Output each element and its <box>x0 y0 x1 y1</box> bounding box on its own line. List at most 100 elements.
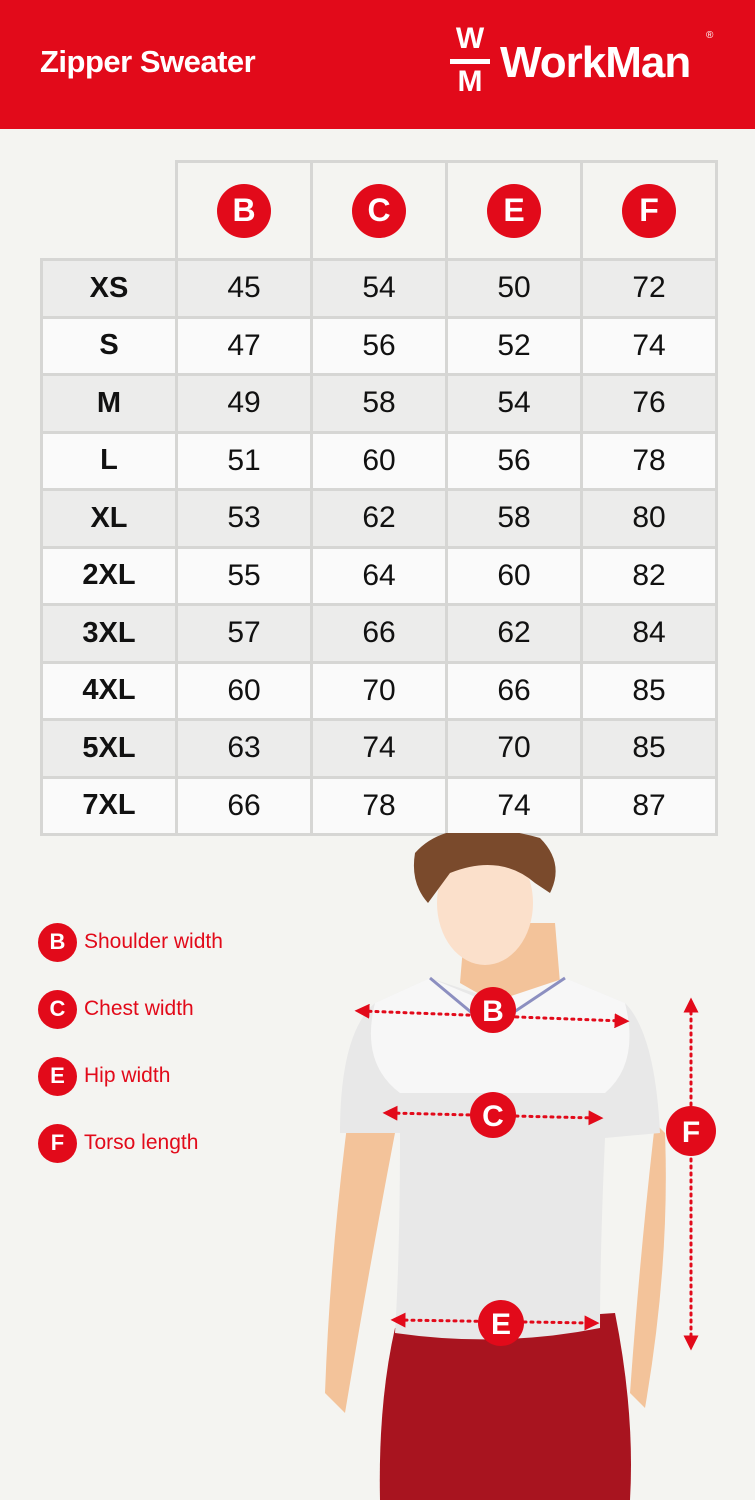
value-cell-e: 62 <box>445 603 583 664</box>
product-title: Zipper Sweater <box>40 44 256 79</box>
value-cell-f: 76 <box>580 373 718 434</box>
value-cell-e: 66 <box>445 660 583 721</box>
legend-badge: C <box>38 989 77 1029</box>
marker-c: C <box>470 1092 516 1138</box>
value-cell-c: 74 <box>310 718 448 779</box>
value-cell-f: 84 <box>580 603 718 664</box>
value-cell-f: 85 <box>580 660 718 721</box>
value-cell-b: 47 <box>175 315 313 376</box>
marker-f-label: F <box>682 1116 700 1149</box>
column-header-b: B <box>175 160 313 261</box>
value-cell-c: 54 <box>310 258 448 319</box>
table-row: XS 45 54 50 72 <box>40 258 718 319</box>
marker-e: E <box>478 1300 524 1346</box>
legend-item: E Hip width <box>38 1056 223 1096</box>
table-row: XL 53 62 58 80 <box>40 488 718 549</box>
value-cell-b: 49 <box>175 373 313 434</box>
registered-mark: ® <box>706 30 714 41</box>
brand-name: WorkMan <box>500 38 691 87</box>
value-cell-f: 72 <box>580 258 718 319</box>
value-cell-e: 74 <box>445 775 583 836</box>
table-row: 7XL 66 78 74 87 <box>40 775 718 836</box>
table-row: L 51 60 56 78 <box>40 430 718 491</box>
marker-b: B <box>470 987 516 1033</box>
badge-e: E <box>487 183 541 238</box>
value-cell-e: 52 <box>445 315 583 376</box>
value-cell-b: 45 <box>175 258 313 319</box>
badge-b: B <box>217 183 271 238</box>
column-header-f: F <box>580 160 718 261</box>
measurement-legend: B Shoulder width C Chest width E Hip width … <box>38 922 223 1190</box>
table-row: S 47 56 52 74 <box>40 315 718 376</box>
chest-arrow <box>382 1105 604 1126</box>
value-cell-f: 87 <box>580 775 718 836</box>
value-cell-e: 50 <box>445 258 583 319</box>
value-cell-e: 56 <box>445 430 583 491</box>
marker-f: F <box>666 1106 716 1156</box>
logo-mark: W M <box>448 22 492 100</box>
column-header-c: C <box>310 160 448 261</box>
value-cell-c: 58 <box>310 373 448 434</box>
table-row: 2XL 55 64 60 82 <box>40 545 718 606</box>
table-row: 3XL 57 66 62 84 <box>40 603 718 664</box>
shoulder-arrow <box>354 1003 630 1029</box>
size-cell: 3XL <box>40 603 178 664</box>
value-cell-f: 80 <box>580 488 718 549</box>
legend-badge: B <box>38 922 77 962</box>
badge-c: C <box>352 183 406 238</box>
value-cell-c: 56 <box>310 315 448 376</box>
value-cell-e: 58 <box>445 488 583 549</box>
size-cell: 4XL <box>40 660 178 721</box>
value-cell-c: 66 <box>310 603 448 664</box>
value-cell-c: 78 <box>310 775 448 836</box>
header-banner: Zipper Sweater W M WorkMan ® <box>0 0 755 129</box>
column-header-e: E <box>445 160 583 261</box>
value-cell-e: 60 <box>445 545 583 606</box>
size-cell: L <box>40 430 178 491</box>
value-cell-b: 66 <box>175 775 313 836</box>
table-row: M 49 58 54 76 <box>40 373 718 434</box>
value-cell-e: 54 <box>445 373 583 434</box>
logo-mark-bar <box>450 59 490 64</box>
value-cell-f: 85 <box>580 718 718 779</box>
table-header-row: B C E F <box>41 160 718 261</box>
value-cell-c: 70 <box>310 660 448 721</box>
value-cell-c: 64 <box>310 545 448 606</box>
legend-label: Shoulder width <box>84 930 223 953</box>
size-cell: XS <box>40 258 178 319</box>
legend-label: Torso length <box>84 1131 199 1154</box>
marker-c-label: C <box>482 1100 504 1133</box>
size-table: B C E F XS 45 54 50 72 S 47 56 52 74 M 49 58 54 76 L 51 6… <box>40 160 718 836</box>
value-cell-b: 57 <box>175 603 313 664</box>
value-cell-c: 60 <box>310 430 448 491</box>
value-cell-b: 55 <box>175 545 313 606</box>
table-row: 4XL 60 70 66 85 <box>40 660 718 721</box>
value-cell-f: 82 <box>580 545 718 606</box>
legend-badge: E <box>38 1056 77 1096</box>
legend-item: C Chest width <box>38 989 223 1029</box>
workman-logo: W M WorkMan ® <box>448 22 728 102</box>
size-cell: 5XL <box>40 718 178 779</box>
value-cell-b: 60 <box>175 660 313 721</box>
marker-e-label: E <box>491 1308 511 1341</box>
value-cell-b: 51 <box>175 430 313 491</box>
table-row: 5XL 63 74 70 85 <box>40 718 718 779</box>
left-arm <box>325 1103 395 1413</box>
legend-item: B Shoulder width <box>38 922 223 962</box>
value-cell-e: 70 <box>445 718 583 779</box>
person-illustration: B C E F <box>325 833 716 1500</box>
size-cell: 2XL <box>40 545 178 606</box>
legend-item: F Torso length <box>38 1123 223 1163</box>
size-cell: 7XL <box>40 775 178 836</box>
legend-label: Chest width <box>84 997 194 1020</box>
value-cell-b: 63 <box>175 718 313 779</box>
face <box>437 841 533 965</box>
legend-badge: F <box>38 1123 77 1163</box>
value-cell-c: 62 <box>310 488 448 549</box>
size-cell: XL <box>40 488 178 549</box>
corner-cell <box>41 161 177 261</box>
pants <box>379 1313 631 1500</box>
value-cell-f: 74 <box>580 315 718 376</box>
right-arm <box>630 1123 666 1408</box>
logo-mark-m: M <box>457 65 483 98</box>
